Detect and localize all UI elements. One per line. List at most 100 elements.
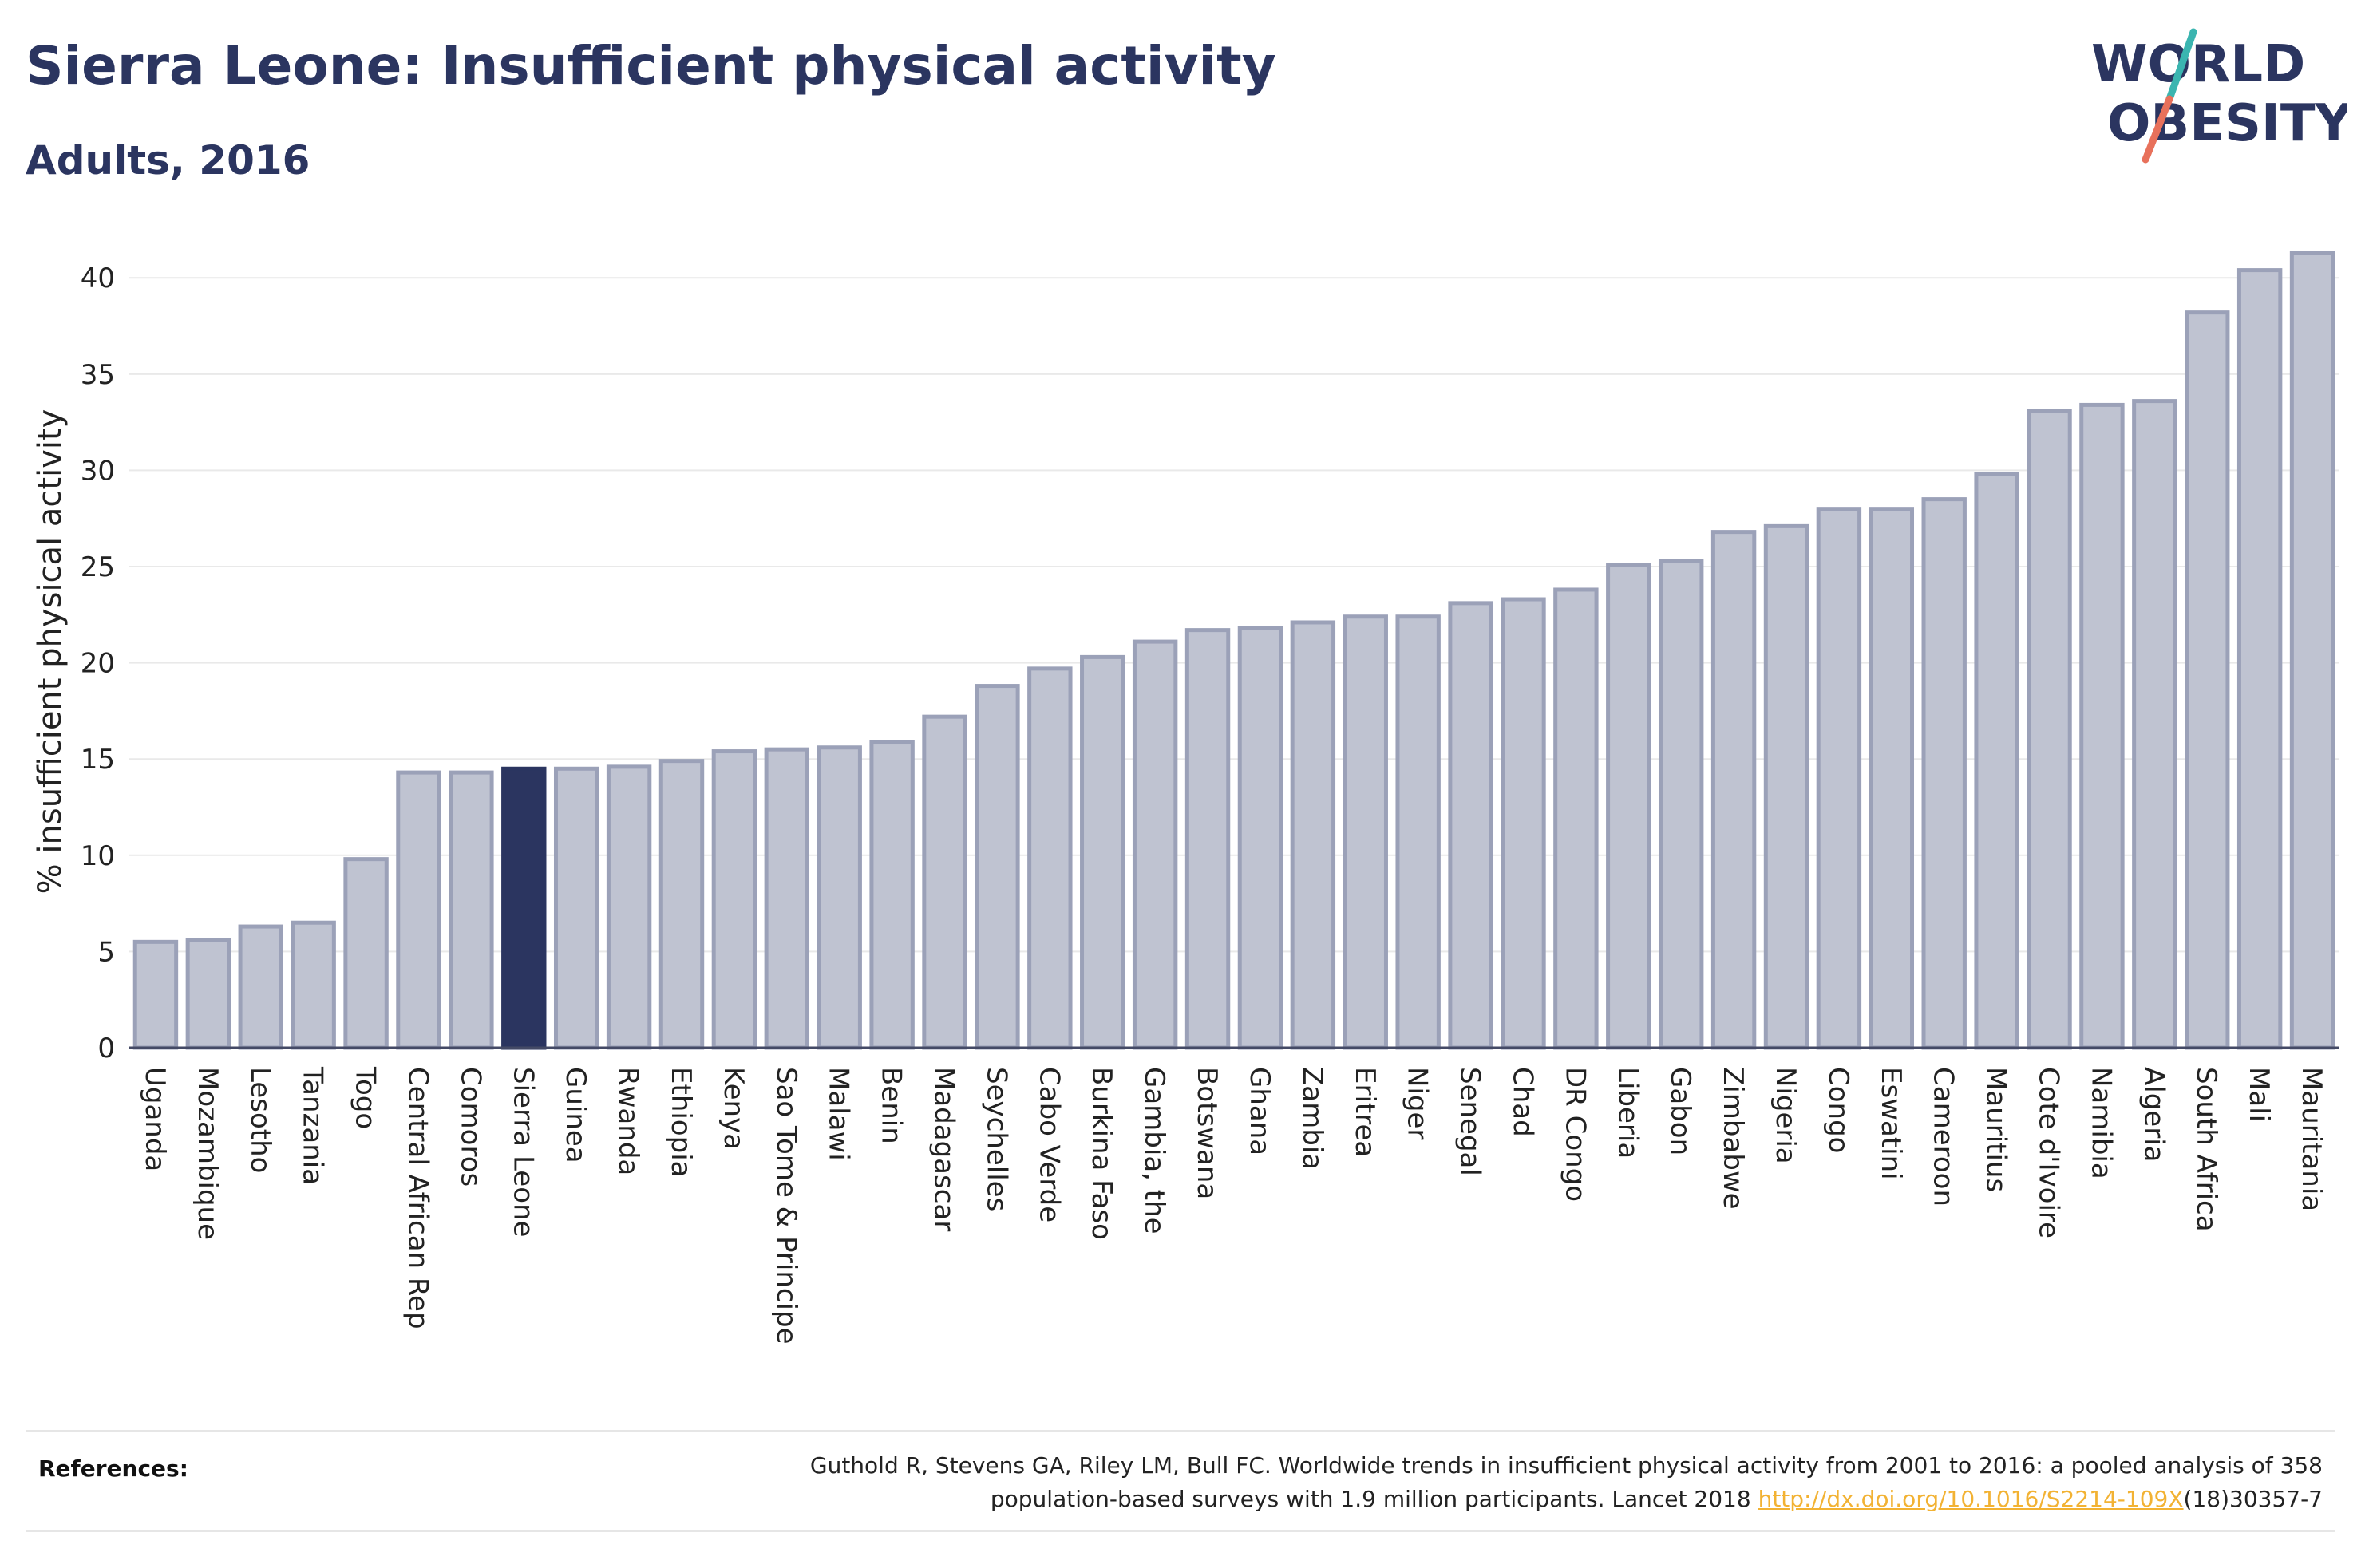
bar-cabo-verde xyxy=(1027,666,1073,1050)
bar-burkina-faso xyxy=(1080,654,1125,1050)
x-tick-label: Congo xyxy=(1822,1067,1854,1153)
bar-eritrea xyxy=(1343,614,1388,1050)
x-tick-label: Seychelles xyxy=(980,1067,1012,1211)
reference-line1: Guthold R, Stevens GA, Riley LM, Bull FC… xyxy=(809,1452,2323,1479)
x-tick-label: Kenya xyxy=(718,1067,749,1150)
bar-guinea xyxy=(553,766,599,1050)
x-tick-label: Central African Rep xyxy=(401,1067,433,1329)
logo-line2: OBESITY xyxy=(2107,94,2347,153)
gridlines xyxy=(129,277,2339,953)
bar-zambia xyxy=(1290,620,1336,1050)
x-tick-label: Eritrea xyxy=(1349,1067,1381,1157)
y-tick-label: 40 xyxy=(81,263,115,294)
bar-seychelles xyxy=(975,684,1020,1050)
reference-line2: population-based surveys with 1.9 millio… xyxy=(990,1486,1758,1512)
x-tick-label: Algeria xyxy=(2138,1067,2169,1162)
bar-niger xyxy=(1395,614,1441,1050)
x-tick-label: Gambia, the xyxy=(1138,1067,1170,1234)
bar-cote-d-ivoire xyxy=(2027,409,2072,1050)
bar-chart: 0 5 10 15 20 25 30 35 40 Uganda Mozambique Lesotho T… xyxy=(32,251,2339,1345)
chart-title: Sierra Leone: Insufficient physical acti… xyxy=(26,35,1276,97)
bar-zimbabwe xyxy=(1710,530,1757,1050)
x-tick-label: Tanzania xyxy=(297,1066,329,1185)
bar-congo xyxy=(1816,507,1862,1050)
bar-sierra-leone xyxy=(501,766,547,1050)
reference-suffix: (18)30357-7 xyxy=(2183,1486,2323,1512)
bar-benin xyxy=(869,740,915,1050)
x-tick-label: Ghana xyxy=(1244,1067,1275,1155)
x-tick-label: Cabo Verde xyxy=(1033,1067,1065,1222)
x-tick-label: DR Congo xyxy=(1559,1067,1591,1202)
bar-dr-congo xyxy=(1553,587,1599,1050)
y-tick-label: 0 xyxy=(97,1033,115,1064)
x-tick-label: Cameroon xyxy=(1928,1067,1960,1207)
bar-sao-tome-principe xyxy=(764,747,810,1050)
x-tick-label: Niger xyxy=(1402,1067,1434,1139)
bar-ethiopia xyxy=(658,759,705,1050)
x-tick-label: Ethiopia xyxy=(665,1067,697,1177)
logo-line1: WORLD xyxy=(2091,35,2305,94)
x-tick-label: Gabon xyxy=(1664,1067,1696,1155)
bar-mauritius xyxy=(1974,472,2019,1050)
bar-cameroon xyxy=(1921,497,1967,1050)
bar-tanzania xyxy=(291,920,336,1050)
bar-gambia-the xyxy=(1132,639,1178,1050)
x-tick-label: Nigeria xyxy=(1770,1067,1801,1164)
x-tick-label: Comoros xyxy=(454,1067,486,1187)
bar-uganda xyxy=(132,939,179,1050)
axes: 0 5 10 15 20 25 30 35 40 Uganda Mozambique Lesotho T… xyxy=(32,263,2339,1345)
world-obesity-logo: WORLD OBESITY xyxy=(2091,28,2347,164)
x-tick-label: Zambia xyxy=(1296,1067,1328,1170)
bar-mozambique xyxy=(185,938,231,1050)
x-tick-label: Madagascar xyxy=(928,1067,960,1231)
y-tick-label: 35 xyxy=(81,359,115,391)
bar-central-african-rep xyxy=(396,770,441,1050)
x-tick-label: Benin xyxy=(876,1067,908,1144)
y-tick-label: 15 xyxy=(81,744,115,776)
bar-liberia xyxy=(1606,563,1651,1050)
bar-rwanda xyxy=(606,764,652,1050)
x-tick-label: Togo xyxy=(350,1066,382,1129)
x-tick-label: Uganda xyxy=(139,1067,171,1171)
y-tick-label: 20 xyxy=(81,648,115,680)
x-tick-label: Namibia xyxy=(2085,1067,2117,1179)
bar-gabon xyxy=(1658,559,1704,1050)
x-tick-label: Zimbabwe xyxy=(1717,1067,1749,1210)
references-panel: References: Guthold R, Stevens GA, Riley… xyxy=(26,1430,2335,1532)
bar-chad xyxy=(1501,597,1546,1050)
x-tick-label: Sao Tome & Principe xyxy=(770,1067,802,1345)
bar-south-africa xyxy=(2185,310,2230,1050)
references-label: References: xyxy=(38,1455,188,1482)
y-tick-label: 10 xyxy=(81,840,115,872)
bar-kenya xyxy=(711,749,757,1050)
bar-mauritania xyxy=(2289,251,2335,1050)
x-tick-label: Lesotho xyxy=(244,1067,276,1173)
bar-senegal xyxy=(1448,601,1493,1050)
x-tick-label: Chad xyxy=(1506,1067,1538,1137)
x-tick-label: Guinea xyxy=(560,1067,591,1163)
bar-malawi xyxy=(817,745,862,1050)
bar-nigeria xyxy=(1763,523,1809,1050)
bar-mali xyxy=(2236,268,2283,1050)
bar-botswana xyxy=(1184,628,1231,1050)
y-tick-label: 30 xyxy=(81,455,115,487)
references-text: Guthold R, Stevens GA, Riley LM, Bull FC… xyxy=(487,1449,2323,1516)
bar-comoros xyxy=(449,770,494,1050)
x-tick-label: Eswatini xyxy=(1875,1067,1907,1180)
y-tick-label: 25 xyxy=(81,551,115,583)
bars xyxy=(132,251,2335,1050)
x-tick-label: Mali xyxy=(2243,1067,2275,1122)
bar-algeria xyxy=(2132,399,2177,1050)
x-tick-label: Mauritius xyxy=(1980,1067,2012,1192)
bar-lesotho xyxy=(238,924,283,1050)
logo-slash-teal xyxy=(2165,28,2197,103)
x-tick-label: Malawi xyxy=(823,1067,855,1161)
x-tick-label: Burkina Faso xyxy=(1086,1067,1117,1240)
bar-namibia xyxy=(2079,402,2125,1050)
doi-link[interactable]: http://dx.doi.org/10.1016/S2214-109X xyxy=(1758,1486,2184,1512)
x-tick-label: Senegal xyxy=(1454,1067,1486,1176)
x-tick-label: Botswana xyxy=(1191,1067,1223,1199)
x-tick-label: Cote d'Ivoire xyxy=(2033,1067,2065,1238)
chart-subtitle: Adults, 2016 xyxy=(26,137,310,184)
bar-madagascar xyxy=(922,714,967,1050)
